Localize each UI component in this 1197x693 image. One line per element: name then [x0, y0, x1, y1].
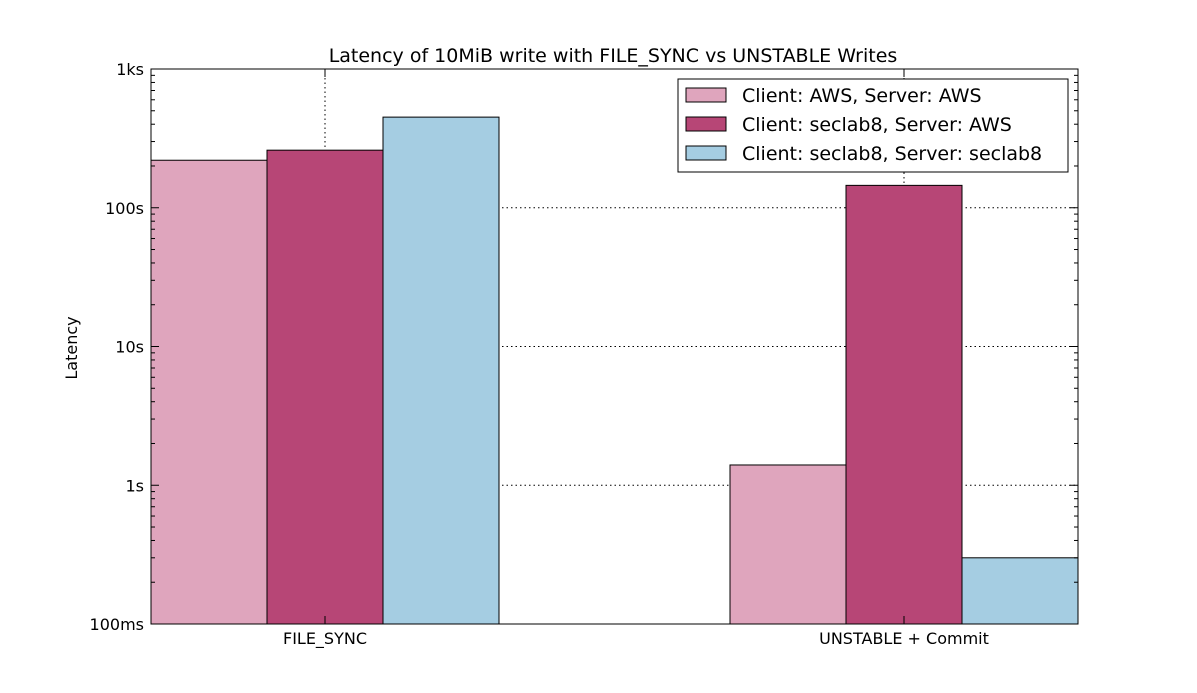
legend-label: Client: seclab8, Server: seclab8 [742, 143, 1042, 165]
legend-swatch [685, 116, 727, 132]
legend-box [677, 78, 1069, 173]
bar [729, 464, 847, 625]
x-tick-label: UNSTABLE + Commit [819, 629, 989, 648]
legend: Client: AWS, Server: AWS Client: seclab8,… [677, 78, 1069, 173]
y-axis-label: Latency [62, 316, 81, 379]
y-tick-label: 1s [125, 476, 144, 495]
y-tick-label: 100s [105, 199, 144, 218]
x-tick-label: FILE_SYNC [283, 629, 367, 649]
axis-ticks: 100ms 1s 10s 100s 1ks FILE_SYNC UNSTABLE + Com… [90, 60, 1078, 649]
bar [266, 149, 384, 625]
legend-swatch [685, 145, 727, 161]
chart-title: Latency of 10MiB write with FILE_SYNC vs… [329, 45, 898, 67]
bars [150, 116, 1079, 625]
bar [382, 116, 500, 625]
y-tick-label: 1ks [116, 60, 144, 79]
bar [845, 184, 963, 625]
legend-label: Client: seclab8, Server: AWS [742, 114, 1012, 136]
y-tick-label: 100ms [90, 615, 144, 634]
bar [150, 159, 268, 625]
bar [961, 557, 1079, 625]
legend-label: Client: AWS, Server: AWS [742, 85, 982, 107]
legend-swatch [685, 87, 727, 103]
y-tick-label: 10s [115, 338, 144, 357]
